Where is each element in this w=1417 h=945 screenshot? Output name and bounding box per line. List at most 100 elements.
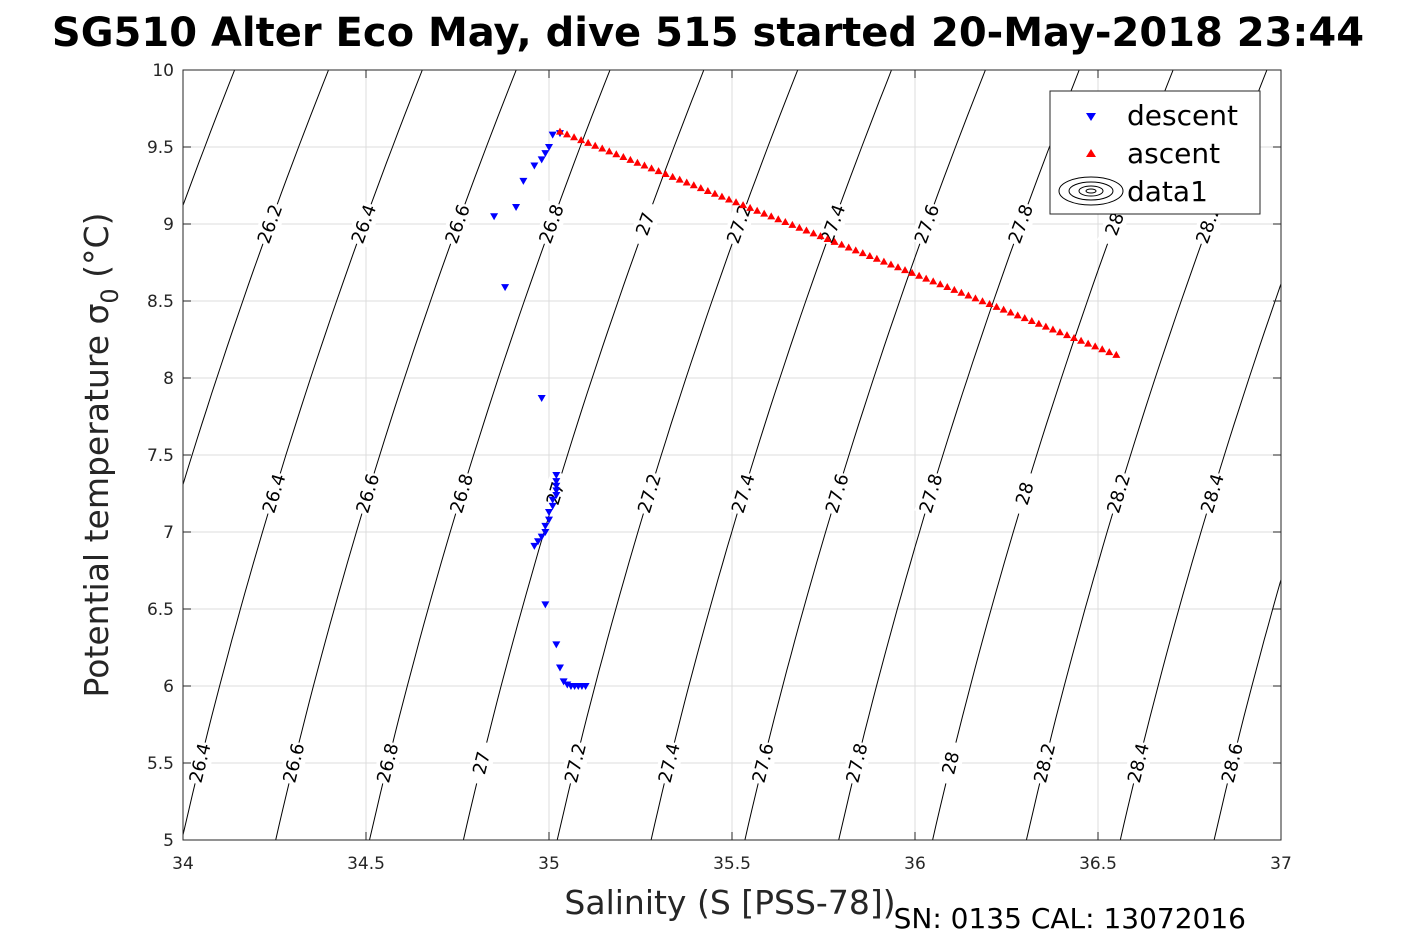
- ascent-marker: [767, 212, 776, 220]
- ascent-marker: [1063, 331, 1072, 339]
- ascent-marker: [682, 178, 691, 186]
- ascent-marker: [710, 189, 719, 197]
- descent-marker: [555, 664, 564, 672]
- contour-label-bg: [1003, 200, 1039, 248]
- y-tick-label: 8.5: [147, 292, 174, 312]
- contour-line: [183, 70, 236, 207]
- contour-label-bg: [1216, 739, 1249, 787]
- x-axis-label: Salinity (S [PSS-78]): [564, 883, 895, 922]
- y-tick-label: 9: [163, 215, 174, 235]
- contour-label-bg: [351, 470, 385, 517]
- ascent-marker: [1055, 328, 1064, 336]
- ascent-marker: [795, 223, 804, 231]
- ascent-marker: [964, 291, 973, 299]
- contour-labels: 26.2 26.426.426.426.626.626.626.826.826.8…: [184, 200, 1249, 787]
- descent-marker: [581, 683, 590, 690]
- ascent-marker: [717, 192, 726, 200]
- contour-line: [368, 70, 611, 840]
- contour-label-bg: [184, 739, 216, 787]
- ascent-marker: [901, 266, 910, 274]
- ascent-marker: [788, 220, 797, 228]
- ascent-marker: [689, 181, 698, 189]
- legend-ascent-label: ascent: [1127, 137, 1220, 170]
- ascent-marker: [555, 127, 564, 135]
- contour-line: [183, 70, 330, 487]
- descent-marker: [530, 542, 539, 550]
- density-contours: [183, 39, 1417, 871]
- ascent-marker: [1105, 348, 1114, 356]
- contour-label-bg: [252, 200, 288, 248]
- descent-marker: [552, 492, 561, 500]
- y-tick-label: 7.5: [147, 446, 174, 466]
- contour-label-bg: [909, 200, 945, 248]
- descent-marker: [548, 131, 557, 139]
- contour-label-bg: [534, 200, 570, 248]
- axes-frame: [182, 69, 1282, 841]
- contour-label-bg: [257, 470, 291, 517]
- ascent-marker: [577, 136, 586, 144]
- ascent-marker: [830, 237, 839, 245]
- x-tick-label: 35: [538, 854, 560, 874]
- contour-line: [1213, 577, 1281, 840]
- y-tick-label: 6.5: [147, 600, 174, 620]
- descent-marker: [541, 529, 550, 536]
- serial-calibration-text: SN: 0135 CAL: 13072016: [894, 902, 1246, 935]
- y-axis-label: Potential temperature σ0 (°C): [77, 213, 124, 698]
- legend-contour-icon: [1058, 176, 1124, 206]
- contour-line: [556, 70, 799, 840]
- contour-line: [1119, 282, 1281, 840]
- x-tick-label: 37: [1270, 854, 1292, 874]
- descent-marker: [534, 538, 543, 546]
- descent-marker: [512, 204, 521, 212]
- x-tick-label: 34.5: [347, 854, 385, 874]
- contour-label-bg: [465, 739, 498, 787]
- descent-marker: [541, 522, 550, 530]
- contour-line: [462, 70, 705, 840]
- contour-label-bg: [346, 200, 382, 248]
- ascent-marker: [605, 147, 614, 155]
- legend-ascent-marker: [1086, 149, 1096, 157]
- y-axis-label-subscript: 0: [96, 288, 124, 303]
- y-axis-label-unit: (°C): [77, 213, 116, 289]
- ascent-marker: [1112, 350, 1121, 358]
- ascent-marker: [739, 201, 748, 209]
- ascent-marker: [760, 209, 769, 217]
- contour-label-bg: [632, 470, 667, 517]
- ascent-marker: [943, 283, 952, 291]
- descent-marker: [490, 213, 499, 221]
- contour-label-bg: [721, 200, 757, 248]
- tick-labels: 34 34.5 35 35.5 36 36.5 37 5 5.5 6 6.5 7 7.5 8 8.5 9 9.5…: [147, 61, 1292, 874]
- x-tick-label: 34: [172, 854, 194, 874]
- ascent-marker: [985, 300, 994, 308]
- ascent-marker: [950, 285, 959, 293]
- legend: descent ascent data1: [1049, 90, 1261, 215]
- descent-marker: [552, 472, 561, 480]
- ascent-marker: [696, 184, 705, 192]
- ascent-marker: [591, 141, 600, 149]
- contour-line: [650, 70, 893, 840]
- ascent-marker: [915, 271, 924, 279]
- descent-marker: [548, 496, 557, 504]
- ascent-marker: [957, 288, 966, 296]
- ascent-marker: [1048, 325, 1057, 333]
- contour-line: [744, 70, 986, 840]
- ascent-marker: [978, 297, 987, 305]
- ascent-marker: [971, 294, 980, 302]
- ascent-marker: [753, 206, 762, 214]
- y-axis-label-group: Potential temperature σ0 (°C): [77, 213, 124, 698]
- ascent-marker: [1077, 336, 1086, 344]
- legend-descent-marker: [1086, 113, 1096, 121]
- ascent-marker: [837, 240, 846, 248]
- ascent-marker: [879, 257, 888, 265]
- contour-label-bg: [1102, 470, 1136, 517]
- ascent-marker: [1041, 322, 1050, 330]
- ascent-marker: [1020, 314, 1029, 322]
- descent-marker: [545, 508, 553, 516]
- contour-label-bg: [815, 200, 851, 248]
- contour-line: [1395, 39, 1417, 871]
- ascent-marker: [703, 186, 712, 194]
- ascent-marker: [668, 172, 677, 180]
- ascent-marker: [724, 195, 733, 203]
- descent-marker: [545, 516, 553, 524]
- descent-marker: [501, 284, 510, 292]
